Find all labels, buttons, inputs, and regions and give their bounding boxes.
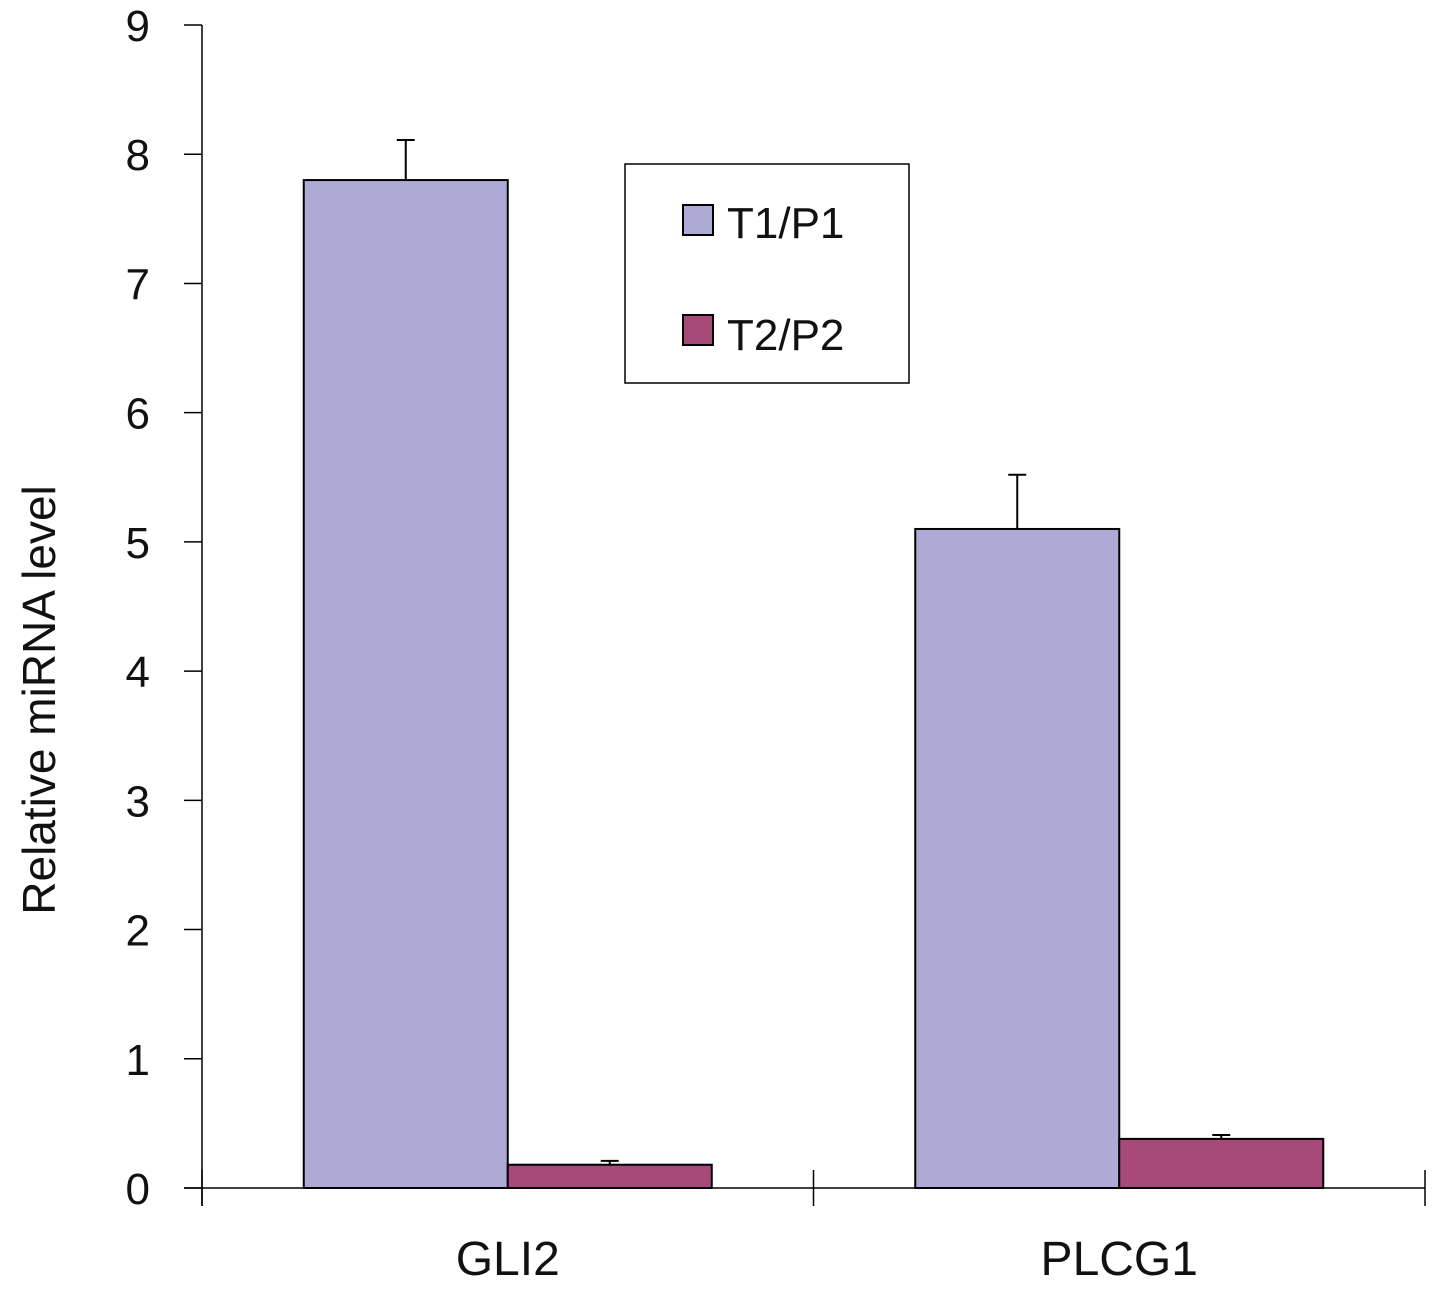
legend-swatch-t2-p2 xyxy=(682,314,714,346)
axes: Relative miRNA level 0 1 2 3 4 5 6 7 8 9 GLI2 PLCG1 xyxy=(13,2,1426,1286)
bar-t2-p2-plcg1 xyxy=(1118,1137,1325,1189)
y-tick-label: 7 xyxy=(126,260,150,309)
legend-swatch-t1-p1 xyxy=(682,204,714,236)
x-category-label: GLI2 xyxy=(456,1233,560,1286)
y-tick-label: 8 xyxy=(126,131,150,180)
legend-label-t1-p1: T1/P1 xyxy=(727,199,844,248)
y-tick-label: 1 xyxy=(126,1036,150,1085)
bar-t1-p1-plcg1 xyxy=(914,527,1121,1189)
legend-box xyxy=(624,163,910,384)
legend-label-t2-p2: T2/P2 xyxy=(727,311,844,360)
x-category-label: PLCG1 xyxy=(1041,1233,1198,1286)
bar-t1-p1-gli2 xyxy=(302,179,509,1190)
y-axis-title: Relative miRNA level xyxy=(13,485,65,914)
plot-area xyxy=(302,139,1325,1190)
legend: T1/P1 T2/P2 xyxy=(624,163,910,384)
y-tick-label: 3 xyxy=(126,777,150,826)
y-tick-label: 9 xyxy=(126,2,150,51)
y-tick-label: 6 xyxy=(126,390,150,439)
y-tick-label: 2 xyxy=(126,907,150,956)
bar-t2-p2-gli2 xyxy=(506,1163,713,1189)
y-tick-label: 5 xyxy=(126,519,150,568)
y-tick-label: 0 xyxy=(126,1165,150,1214)
y-tick-label: 4 xyxy=(126,648,150,697)
